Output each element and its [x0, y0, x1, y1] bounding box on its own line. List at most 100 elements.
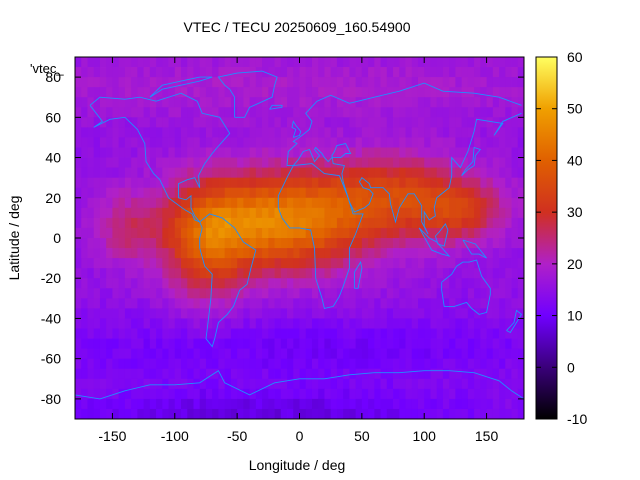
heatmap-cell — [280, 87, 288, 98]
heatmap-cell — [293, 167, 300, 179]
heatmap-cell — [492, 167, 500, 179]
heatmap-cell — [461, 368, 469, 380]
heatmap-cell — [499, 298, 506, 309]
heatmap-cell — [349, 348, 357, 360]
heatmap-cell — [137, 238, 144, 249]
heatmap-cell — [156, 318, 163, 329]
heatmap-cell — [480, 298, 487, 309]
heatmap-cell — [112, 298, 120, 309]
heatmap-cell — [237, 248, 244, 259]
heatmap-cell — [212, 298, 219, 309]
heatmap-cell — [393, 117, 400, 128]
heatmap-cell — [287, 238, 294, 249]
heatmap-cell — [174, 117, 182, 128]
heatmap-cell — [149, 388, 157, 400]
heatmap-cell — [112, 258, 120, 269]
heatmap-cell — [492, 67, 500, 78]
heatmap-cell — [318, 308, 325, 319]
heatmap-cell — [305, 298, 313, 309]
heatmap-cell — [380, 207, 388, 219]
heatmap-cell — [218, 77, 226, 88]
heatmap-cell — [124, 187, 132, 199]
heatmap-cell — [368, 308, 375, 319]
heatmap-cell — [280, 338, 288, 350]
heatmap-cell — [324, 378, 332, 390]
heatmap-cell — [99, 217, 107, 229]
heatmap-cell — [311, 77, 319, 88]
heatmap-cell — [87, 187, 95, 199]
heatmap-cell — [299, 207, 307, 219]
heatmap-cell — [93, 328, 101, 339]
heatmap-cell — [336, 268, 344, 279]
heatmap-cell — [424, 127, 431, 138]
heatmap-cell — [417, 147, 425, 158]
heatmap-cell — [187, 258, 194, 269]
heatmap-cell — [156, 338, 163, 350]
heatmap-cell — [511, 308, 519, 319]
heatmap-cell — [274, 388, 282, 400]
heatmap-cell — [324, 187, 332, 199]
heatmap-cell — [330, 97, 338, 108]
heatmap-cell — [174, 107, 182, 118]
heatmap-cell — [87, 207, 95, 219]
heatmap-cell — [467, 137, 475, 148]
heatmap-cell — [112, 157, 120, 169]
heatmap-cell — [474, 207, 481, 219]
heatmap-cell — [124, 288, 132, 299]
heatmap-cell — [93, 127, 101, 138]
heatmap-cell — [480, 217, 487, 229]
heatmap-cell — [505, 207, 512, 219]
heatmap-cell — [81, 67, 88, 78]
heatmap-cell — [262, 308, 269, 319]
heatmap-cell — [399, 187, 406, 199]
heatmap-cell — [380, 177, 388, 189]
heatmap-cell — [87, 348, 95, 360]
heatmap-cell — [480, 67, 487, 78]
heatmap-cell — [336, 147, 344, 158]
heatmap-cell — [517, 57, 524, 68]
heatmap-cell — [361, 278, 369, 289]
heatmap-cell — [336, 298, 344, 309]
heatmap-cell — [424, 87, 431, 98]
heatmap-cell — [380, 137, 388, 148]
heatmap-cell — [137, 127, 144, 138]
heatmap-cell — [449, 207, 456, 219]
heatmap-cell — [131, 137, 138, 148]
heatmap-cell — [118, 167, 126, 179]
heatmap-cell — [193, 328, 201, 339]
heatmap-cell — [156, 157, 163, 169]
heatmap-cell — [174, 328, 182, 339]
heatmap-cell — [118, 388, 126, 400]
heatmap-cell — [486, 378, 494, 390]
heatmap-cell — [174, 338, 182, 350]
heatmap-cell — [305, 217, 313, 229]
heatmap-cell — [199, 67, 207, 78]
heatmap-cell — [124, 328, 132, 339]
heatmap-cell — [293, 77, 300, 88]
heatmap-cell — [461, 127, 469, 138]
heatmap-cell — [131, 157, 138, 169]
heatmap-cell — [87, 338, 95, 350]
heatmap-cell — [355, 187, 363, 199]
heatmap-cell — [268, 137, 275, 148]
heatmap-cell — [149, 288, 157, 299]
heatmap-cell — [205, 278, 213, 289]
heatmap-cell — [349, 127, 357, 138]
heatmap-cell — [224, 207, 232, 219]
heatmap-cell — [224, 167, 232, 179]
heatmap-cell — [355, 207, 363, 219]
heatmap-cell — [474, 197, 481, 209]
heatmap-cell — [386, 167, 394, 179]
heatmap-cell — [205, 67, 213, 78]
heatmap-cell — [237, 77, 244, 88]
heatmap-cell — [249, 57, 257, 68]
heatmap-cell — [237, 348, 244, 360]
heatmap-cell — [336, 157, 344, 169]
heatmap-cell — [380, 57, 388, 68]
heatmap-cell — [268, 77, 275, 88]
heatmap-cell — [212, 358, 219, 370]
heatmap-cell — [199, 57, 207, 68]
heatmap-cell — [393, 127, 400, 138]
heatmap-cell — [305, 147, 313, 158]
heatmap-cell — [374, 378, 381, 390]
